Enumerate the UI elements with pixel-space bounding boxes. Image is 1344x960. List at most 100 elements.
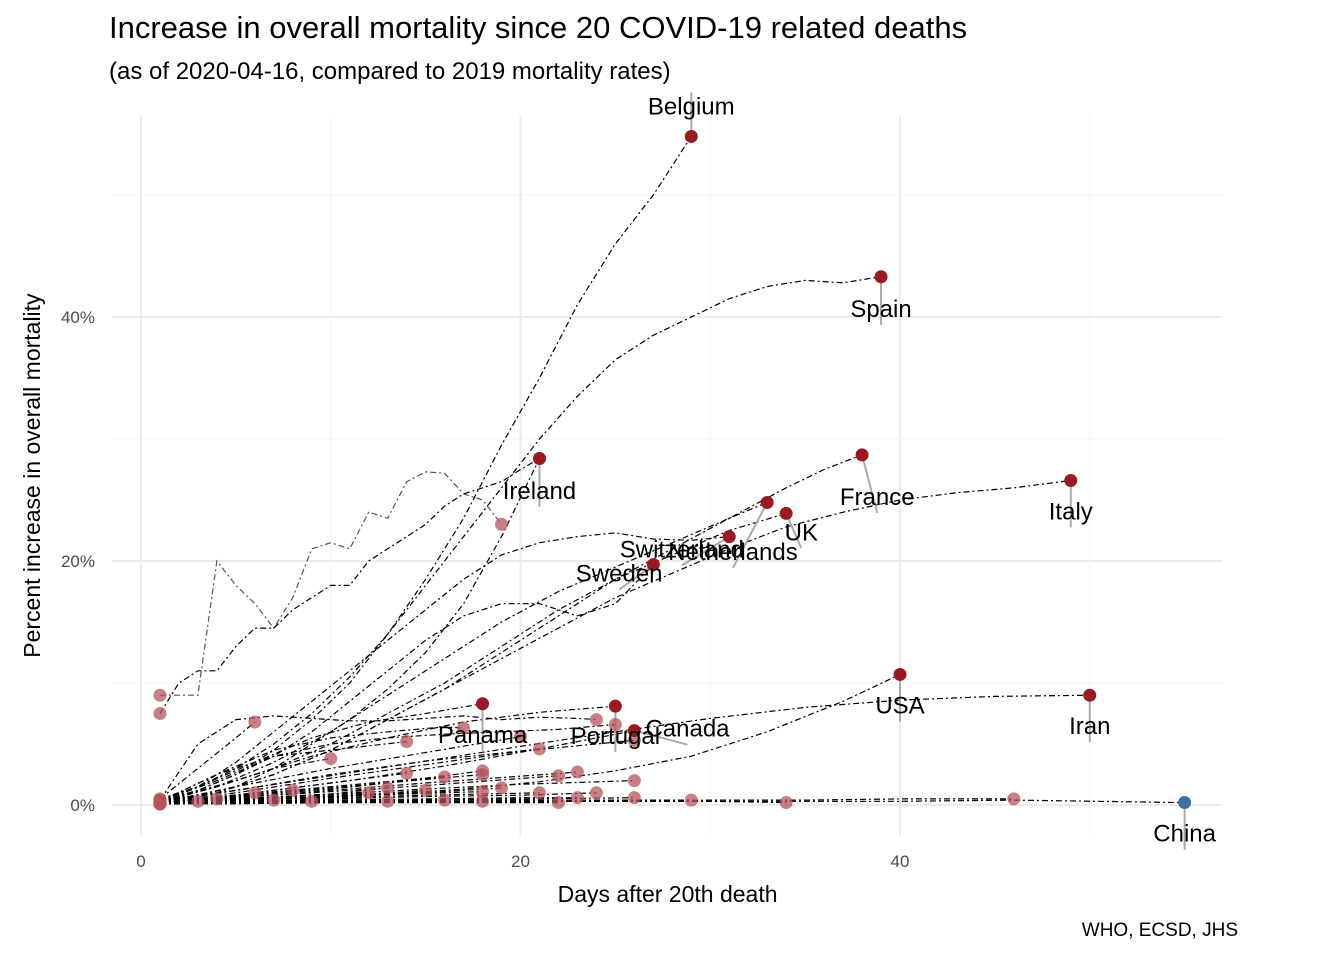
series-point [495,781,509,795]
series-point-china [1178,796,1192,810]
country-label-sweden: Sweden [576,561,663,588]
series-point [551,796,565,810]
series-line-usa [159,673,901,804]
series-line [159,771,578,804]
series-point [419,783,433,797]
series-point [570,765,584,779]
chart-caption: WHO, ECSD, JHS [1081,920,1238,941]
series-point-panama [476,697,490,711]
series-line [159,775,559,804]
series-point [1007,792,1021,806]
series-point [589,786,603,800]
series-line-sweden [159,564,654,802]
series-point [286,783,300,797]
series-points [153,129,1192,811]
series-line-china [159,799,1185,805]
country-label-uk: UK [785,519,818,546]
series-line [159,792,540,804]
grid [112,115,1223,836]
series-point-usa [893,667,907,681]
series-point [476,794,490,808]
series-point [476,768,490,781]
country-label-ireland: Ireland [503,478,576,505]
series-line [159,800,483,805]
series-point [381,781,395,795]
series-point [476,785,490,799]
series-line-spain [159,276,882,800]
series-line-switzerland [159,532,730,801]
series-point [495,517,509,531]
series-line [159,792,597,804]
series-point-iran [1083,688,1097,702]
series-point [305,794,319,808]
series-line [159,791,483,804]
country-labels: Belgium Spain Ireland France Italy Netherland… [438,93,1217,847]
series-point [627,791,641,805]
series-point-italy [1064,473,1078,487]
series-point-france [855,448,869,462]
series-point-uk [779,506,793,520]
series-point [248,786,262,800]
axis-ticks: 0 20 40 0% 20% 40% [61,308,909,871]
series-line [159,773,483,804]
country-label-switzerland: Switzerland [620,536,744,563]
series-start-point [153,797,167,811]
series-point [267,793,281,807]
series-lines [159,136,1185,805]
country-label-italy: Italy [1049,499,1093,526]
series-line [159,780,635,804]
series-point [191,794,205,808]
chart-title: Increase in overall mortality since 20 C… [109,10,968,45]
label-segment-france [861,454,879,514]
series-line-panama [159,703,483,802]
x-axis-title: Days after 20th death [558,881,778,907]
country-label-spain: Spain [850,296,911,323]
series-point [551,769,565,783]
series-point [627,774,641,788]
series-point-portugal [608,699,622,713]
y-tick-label: 0% [70,796,95,815]
series-point [532,786,546,800]
series-line [159,721,256,800]
country-label-france: France [840,484,915,511]
series-point [400,766,414,780]
y-tick-label: 40% [61,308,95,327]
series-point [324,752,338,766]
series-point [532,742,546,756]
country-label-iran: Iran [1069,713,1110,740]
series-point [210,792,224,806]
label-segment-netherlands [732,501,769,569]
country-label-usa: USA [875,693,924,720]
series-line [160,471,502,696]
series-point-canada [627,724,641,738]
series-point [362,786,376,800]
series-line [159,726,464,802]
series-point [627,733,641,747]
label-segment-switzerland [681,535,730,567]
x-tick-label: 40 [891,852,910,871]
series-point [438,770,452,784]
series-point [779,796,793,810]
series-point [608,717,622,731]
series-point [400,735,414,749]
series-point-ireland [532,452,546,466]
x-tick-label: 20 [511,852,530,871]
series-point [381,794,395,808]
series-point [589,713,603,727]
series-line-canada [159,730,635,804]
series-point [684,793,698,807]
country-label-portugal: Portugal [571,723,660,750]
y-axis-title: Percent increase in overall mortality [19,293,45,658]
y-tick-label: 20% [61,552,95,571]
series-line-belgium [159,136,692,801]
country-label-netherlands: Netherlands [668,539,797,566]
series-line-iran [159,694,1090,801]
series-line [160,802,559,805]
series-point [514,730,527,744]
country-label-panama: Panama [438,722,528,749]
series-line-italy [159,479,1071,802]
series-point-sweden [646,558,660,572]
label-segment-canada [634,729,688,746]
series-point [570,791,584,805]
